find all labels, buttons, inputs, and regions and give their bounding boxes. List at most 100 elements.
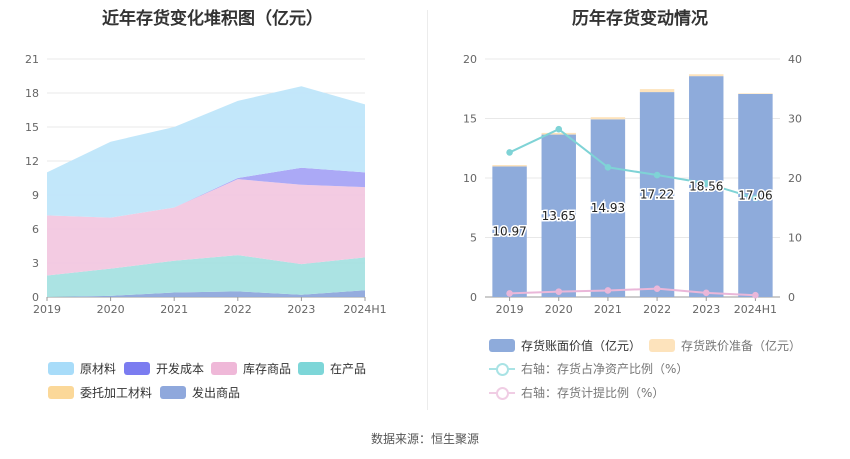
bar-data-label: 17.22 [640, 188, 674, 202]
legend-item-inventory-to-net-assets[interactable]: 右轴：存货占净资产比例（%） [489, 360, 688, 377]
legend-item-consigned-materials[interactable]: 委托加工材料 [48, 384, 152, 401]
y2-tick-label: 0 [788, 291, 795, 304]
bar-impairment-provision [738, 93, 773, 94]
y-tick-label: 3 [32, 257, 39, 270]
y-tick-label: 0 [32, 291, 39, 304]
legend-line-marker [489, 362, 515, 376]
legend-label: 委托加工材料 [80, 386, 153, 400]
y2-tick-label: 10 [788, 232, 802, 245]
legend-label: 发出商品 [192, 386, 241, 400]
bar-data-label: 13.65 [542, 209, 576, 223]
y-tick-label: 12 [25, 155, 39, 168]
y-tick-label: 10 [463, 172, 477, 185]
legend-label: 开发成本 [156, 362, 205, 376]
bar-data-label: 18.56 [689, 180, 723, 194]
line-inventory-to-net-assets [509, 128, 756, 200]
x-tick-label: 2020 [545, 303, 573, 316]
legend-item-raw-materials[interactable]: 原材料 [48, 360, 116, 377]
bar-data-label: 17.06 [738, 188, 772, 202]
x-tick-label: 2022 [224, 303, 252, 316]
x-tick-label: 2019 [496, 303, 524, 316]
left-chart-title: 近年存货变化堆积图（亿元） [102, 9, 323, 29]
legend-item-development-cost[interactable]: 开发成本 [124, 360, 204, 377]
bar-impairment-provision [639, 89, 675, 93]
line-provision-ratio [509, 287, 756, 297]
inventory-bar-chart: 0 5 10 15 20 0 10 20 30 40 2019 2020 2021 2022 2023 202… [463, 53, 802, 316]
bar-impairment-provision [689, 74, 724, 77]
y-tick-label: 21 [25, 53, 39, 66]
legend-swatch [124, 362, 150, 375]
bar-book-value [639, 92, 675, 297]
line-point [702, 180, 710, 187]
line-point [653, 171, 661, 179]
line-point [604, 287, 612, 294]
line-point [752, 194, 759, 202]
legend-swatch [211, 362, 237, 375]
legend-swatch [489, 339, 515, 352]
area-series [47, 167, 365, 218]
area-series [47, 290, 365, 297]
legend-label: 原材料 [80, 362, 117, 376]
legend-item-impairment-provision[interactable]: 存货跌价准备（亿元） [649, 337, 801, 354]
right-chart-title: 历年存货变动情况 [572, 9, 708, 29]
legend-swatch [48, 386, 74, 399]
y-tick-label: 5 [470, 232, 477, 245]
legend-item-book-value[interactable]: 存货账面价值（亿元） [489, 337, 641, 354]
bar-data-label: 14.93 [591, 201, 625, 215]
bar-impairment-provision [492, 165, 527, 167]
y2-tick-label: 40 [788, 53, 802, 66]
legend-item-provision-ratio[interactable]: 右轴：存货计提比例（%） [489, 384, 664, 401]
x-tick-label: 2019 [33, 303, 61, 316]
legend-item-goods-shipped[interactable]: 发出商品 [160, 384, 240, 401]
panel-divider [427, 10, 428, 410]
x-tick-label: 2020 [97, 303, 125, 316]
legend-label: 存货跌价准备（亿元） [681, 339, 802, 353]
bar-book-value [492, 166, 527, 297]
data-source-note: 数据来源：恒生聚源 [370, 432, 479, 446]
y-tick-label: 15 [463, 113, 477, 126]
legend-line-marker [489, 386, 515, 400]
y2-tick-label: 30 [788, 113, 802, 126]
legend-item-finished-goods[interactable]: 库存商品 [211, 360, 291, 377]
y-tick-label: 18 [25, 87, 39, 100]
x-tick-label: 2024H1 [734, 303, 777, 316]
bar-impairment-provision [541, 132, 576, 135]
legend-item-work-in-progress[interactable]: 在产品 [298, 360, 366, 377]
x-tick-label: 2021 [594, 303, 622, 316]
line-point [653, 285, 661, 292]
line-point [702, 289, 710, 297]
area-series [47, 179, 365, 276]
x-tick-label: 2022 [643, 303, 671, 316]
bar-data-label: 10.97 [492, 225, 526, 239]
legend-label: 在产品 [330, 362, 367, 376]
line-point [752, 291, 759, 299]
bar-book-value [541, 134, 576, 297]
bar-impairment-provision [590, 117, 626, 120]
bar-book-value [590, 119, 626, 297]
stacked-area-chart: 0 3 6 9 12 15 18 21 2019 2020 2021 2022 2023 2024H1 [25, 53, 387, 316]
legend-swatch [160, 386, 186, 399]
y-tick-label: 9 [32, 189, 39, 202]
y-tick-label: 15 [25, 121, 39, 134]
legend-label: 右轴：存货计提比例（%） [521, 386, 665, 400]
x-tick-label: 2021 [160, 303, 188, 316]
x-tick-label: 2023 [287, 303, 315, 316]
y-tick-label: 0 [470, 291, 477, 304]
x-tick-label: 2023 [692, 303, 720, 316]
area-series [47, 255, 365, 297]
line-point [506, 290, 513, 297]
legend-label: 库存商品 [243, 362, 292, 376]
legend-label: 存货账面价值（亿元） [521, 339, 642, 353]
legend-swatch [48, 362, 74, 375]
x-tick-label: 2024H1 [343, 303, 386, 316]
line-point [555, 125, 563, 133]
legend-swatch [298, 362, 324, 375]
legend-swatch [649, 339, 675, 352]
y-tick-label: 6 [32, 223, 39, 236]
legend-label: 右轴：存货占净资产比例（%） [521, 362, 689, 376]
y2-tick-label: 20 [788, 172, 802, 185]
y-tick-label: 20 [463, 53, 477, 66]
line-point [604, 163, 612, 171]
line-point [506, 149, 513, 156]
area-series [47, 86, 365, 218]
